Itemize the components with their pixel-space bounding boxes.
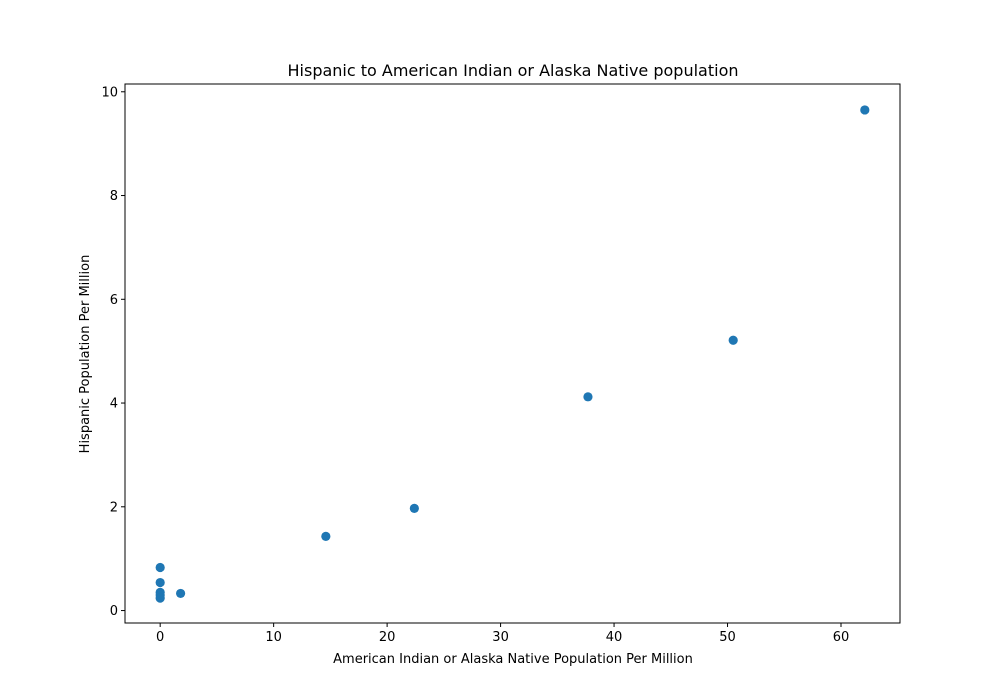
plot-area xyxy=(155,105,870,603)
y-tick-label-2: 4 xyxy=(110,397,118,412)
data-point-6 xyxy=(321,531,331,541)
y-tick-label-5: 10 xyxy=(101,85,118,100)
chart-title: Hispanic to American Indian or Alaska Na… xyxy=(288,61,739,80)
data-point-9 xyxy=(728,335,738,345)
data-point-10 xyxy=(860,105,870,115)
data-point-8 xyxy=(583,392,593,402)
data-point-4 xyxy=(155,593,165,603)
x-axis-label: American Indian or Alaska Native Populat… xyxy=(333,652,693,667)
y-tick-label-1: 2 xyxy=(110,500,118,515)
data-point-5 xyxy=(176,588,186,599)
y-tick-label-0: 0 xyxy=(110,604,118,619)
x-tick-label-4: 40 xyxy=(606,630,623,645)
data-point-0 xyxy=(155,562,165,573)
y-tick-label-4: 8 xyxy=(110,189,118,204)
y-axis: 0 2 4 6 8 10 xyxy=(101,85,125,619)
data-point-1 xyxy=(155,577,165,588)
x-tick-label-6: 60 xyxy=(833,630,850,645)
y-tick-label-3: 6 xyxy=(110,293,118,308)
x-tick-label-0: 0 xyxy=(156,630,164,645)
x-tick-label-5: 50 xyxy=(719,630,736,645)
y-axis-label: Hispanic Population Per Million xyxy=(78,255,93,454)
plot-frame xyxy=(124,83,901,624)
data-point-7 xyxy=(409,503,419,513)
x-axis: 0 10 20 30 40 50 60 xyxy=(156,623,849,645)
x-tick-label-1: 10 xyxy=(265,630,282,645)
x-tick-label-2: 20 xyxy=(379,630,396,645)
x-tick-label-3: 30 xyxy=(492,630,509,645)
